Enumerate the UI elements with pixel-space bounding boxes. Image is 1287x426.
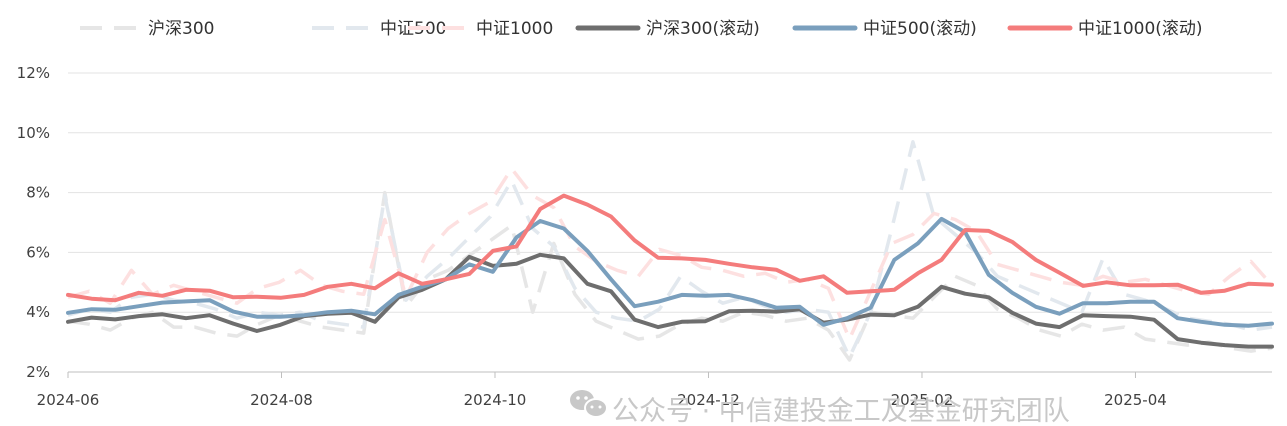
y-axis-tick-labels: 2% 4% 6% 8% 10% 12% [17, 64, 50, 381]
legend-label: 沪深300(滚动) [646, 19, 760, 39]
x-tick-label: 2024-08 [250, 391, 313, 409]
x-tick-label: 2024-10 [464, 391, 527, 409]
x-axis [67, 371, 1272, 378]
legend-label: 中证1000(滚动) [1078, 19, 1203, 39]
watermark-text: 公众号 · 中信建投金工及基金研究团队 [612, 396, 1070, 426]
series-lines [66, 140, 1274, 362]
series-line-5 [66, 193, 1274, 303]
legend-label: 中证500(滚动) [863, 19, 977, 39]
series-line-2 [67, 166, 1274, 341]
series-line-3 [66, 252, 1274, 349]
x-axis-tick-labels: 2024-06 2024-08 2024-10 2024-12 2025-02 2025-… [37, 391, 1167, 409]
legend: 沪深300中证500中证1000沪深300(滚动)中证500(滚动)中证1000… [80, 19, 1203, 39]
series-line-1 [67, 140, 1273, 359]
gridlines [68, 72, 1272, 313]
series-line-4 [66, 216, 1274, 328]
y-tick-label: 8% [26, 184, 50, 202]
legend-label: 沪深300 [148, 19, 214, 39]
wechat-icon [570, 390, 608, 418]
y-tick-label: 4% [26, 303, 50, 321]
x-tick-label: 2025-02 [891, 391, 954, 409]
series-line-0 [67, 190, 1273, 362]
legend-label: 中证1000 [476, 19, 553, 39]
y-tick-label: 2% [26, 363, 50, 381]
y-tick-label: 6% [26, 243, 50, 261]
y-tick-label: 12% [17, 64, 50, 82]
x-tick-label: 2024-06 [37, 391, 100, 409]
watermark: 公众号 · 中信建投金工及基金研究团队 [570, 390, 1070, 426]
x-tick-label: 2024-12 [677, 391, 740, 409]
y-tick-label: 10% [17, 124, 50, 142]
x-tick-label: 2025-04 [1104, 391, 1167, 409]
